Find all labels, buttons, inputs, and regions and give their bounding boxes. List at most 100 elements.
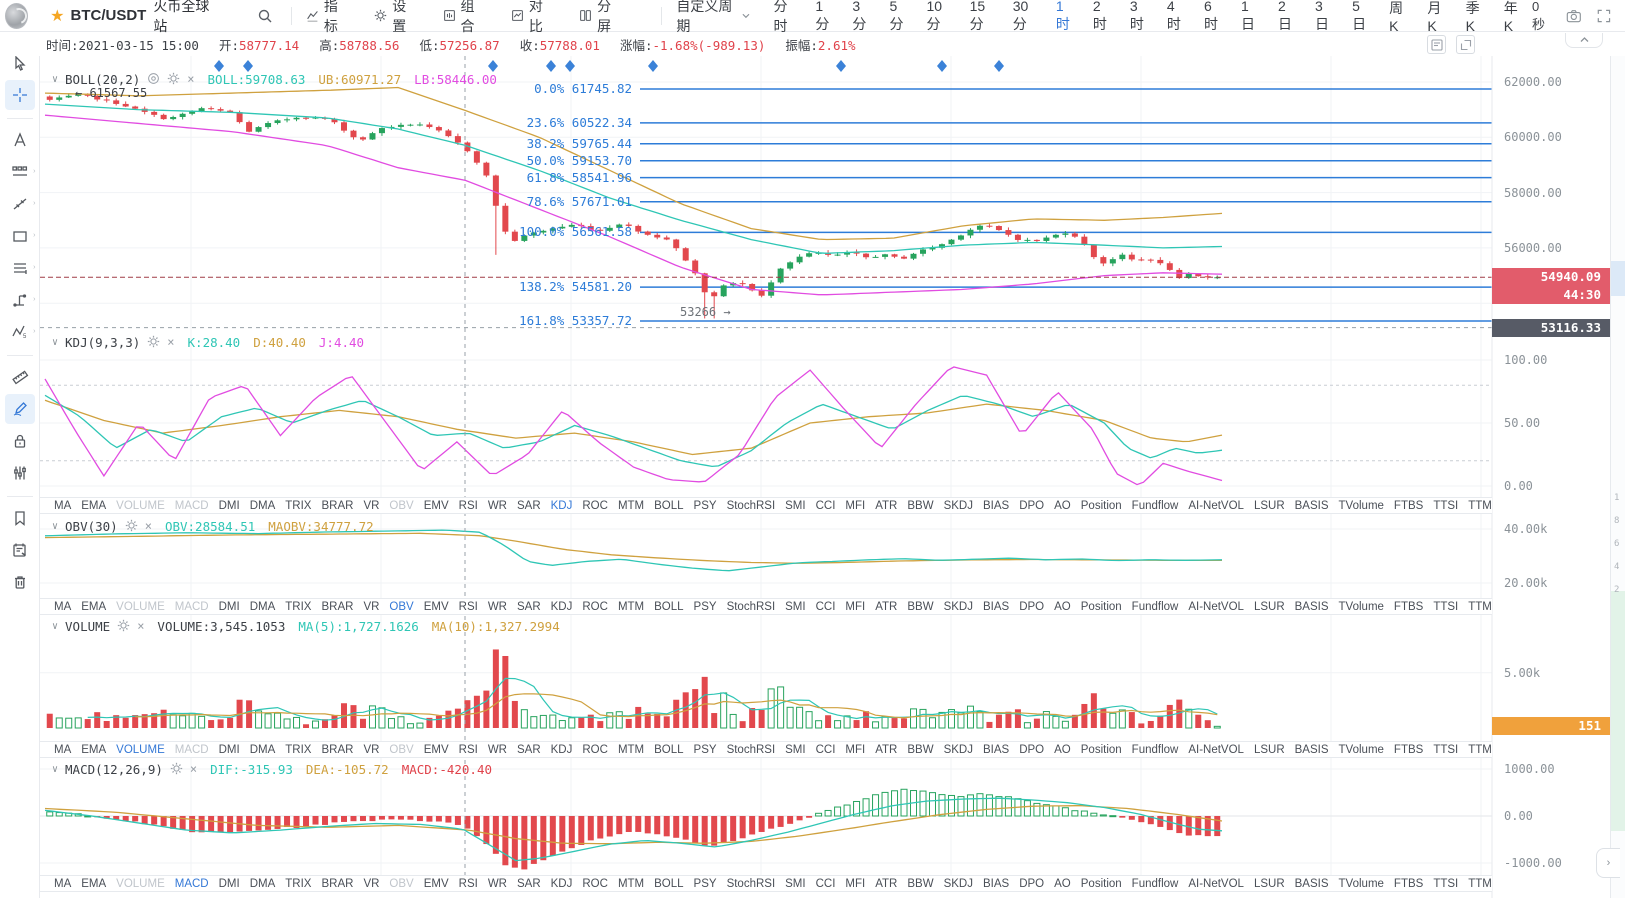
tab-psy[interactable]: PSY — [693, 877, 717, 890]
settings-button[interactable]: 设置 — [374, 0, 416, 36]
period-分时[interactable]: 分时 — [773, 0, 788, 34]
tab-wr[interactable]: WR — [487, 743, 507, 756]
tab-cci[interactable]: CCI — [815, 877, 836, 890]
tab-tvolume[interactable]: TVolume — [1338, 877, 1384, 890]
tab-dpo[interactable]: DPO — [1019, 743, 1045, 756]
text-tool-icon[interactable] — [5, 125, 35, 155]
tab-mfi[interactable]: MFI — [845, 600, 866, 613]
tab-emv[interactable]: EMV — [423, 877, 449, 890]
indicator-settings-gear-icon[interactable] — [117, 619, 130, 634]
crosshair-tool-icon[interactable] — [4, 80, 35, 110]
tab-lsur[interactable]: LSUR — [1253, 877, 1285, 890]
period-1分[interactable]: 1分 — [815, 0, 830, 32]
tab-rsi[interactable]: RSI — [458, 600, 478, 613]
tab-ttsi[interactable]: TTSI — [1433, 600, 1459, 613]
period-年K[interactable]: 年K — [1503, 0, 1518, 34]
indicator-close-icon[interactable]: × — [189, 762, 198, 776]
tab-ftbs[interactable]: FTBS — [1393, 743, 1424, 756]
tab-mtm[interactable]: MTM — [617, 743, 645, 756]
camera-icon[interactable] — [1566, 8, 1582, 24]
tab-bias[interactable]: BIAS — [982, 743, 1010, 756]
indicator-settings-gear-icon[interactable] — [147, 335, 160, 350]
tab-volume[interactable]: VOLUME — [116, 743, 165, 756]
tab-boll[interactable]: BOLL — [654, 600, 684, 613]
tab-smi[interactable]: SMI — [785, 743, 806, 756]
tab-ttmu[interactable]: TTMU — [1468, 743, 1492, 756]
tab-cci[interactable]: CCI — [815, 743, 836, 756]
tab-ai-netvol[interactable]: AI-NetVOL — [1188, 877, 1244, 890]
tab-boll[interactable]: BOLL — [654, 743, 684, 756]
portfolio-button[interactable]: 组合 — [443, 0, 485, 36]
tab-roc[interactable]: ROC — [582, 877, 608, 890]
tab-atr[interactable]: ATR — [875, 743, 898, 756]
tab-psy[interactable]: PSY — [693, 499, 717, 512]
period-3时[interactable]: 3时 — [1129, 0, 1144, 32]
tab-ttmu[interactable]: TTMU — [1468, 499, 1492, 512]
tab-mfi[interactable]: MFI — [845, 743, 866, 756]
tab-dmi[interactable]: DMI — [218, 600, 240, 613]
tab-ma[interactable]: MA — [54, 877, 72, 890]
tab-ftbs[interactable]: FTBS — [1393, 600, 1424, 613]
tab-atr[interactable]: ATR — [875, 499, 898, 512]
tab-trix[interactable]: TRIX — [285, 600, 312, 613]
tab-bbw[interactable]: BBW — [907, 877, 934, 890]
tab-cci[interactable]: CCI — [815, 600, 836, 613]
tab-brar[interactable]: BRAR — [321, 600, 354, 613]
tab-rsi[interactable]: RSI — [458, 499, 478, 512]
tab-rsi[interactable]: RSI — [458, 743, 478, 756]
tab-obv[interactable]: OBV — [389, 600, 414, 613]
expand-panel-button[interactable]: › — [1596, 848, 1620, 878]
tab-sar[interactable]: SAR — [516, 743, 541, 756]
tab-tvolume[interactable]: TVolume — [1338, 743, 1384, 756]
elliott-wave-tool-icon[interactable]: 5 › — [5, 317, 36, 347]
collapse-chevron-icon[interactable]: ∨ — [52, 520, 59, 532]
tab-skdj[interactable]: SKDJ — [943, 743, 973, 756]
ruler-tool-icon[interactable] — [5, 362, 35, 392]
tab-skdj[interactable]: SKDJ — [943, 600, 973, 613]
tab-stochrsi[interactable]: StochRSI — [726, 877, 776, 890]
tab-kdj[interactable]: KDJ — [550, 499, 573, 512]
period-周K[interactable]: 周K — [1389, 0, 1404, 34]
fullscreen-icon[interactable] — [1597, 8, 1611, 24]
tab-dma[interactable]: DMA — [249, 600, 276, 613]
tab-dma[interactable]: DMA — [249, 877, 276, 890]
rectangle-tool-icon[interactable]: › — [5, 221, 36, 251]
tab-brar[interactable]: BRAR — [321, 743, 354, 756]
tab-basis[interactable]: BASIS — [1294, 743, 1329, 756]
tab-mtm[interactable]: MTM — [617, 600, 645, 613]
period-6时[interactable]: 6时 — [1203, 0, 1218, 32]
tab-macd[interactable]: MACD — [174, 877, 209, 890]
search-icon[interactable] — [257, 8, 273, 24]
tab-trix[interactable]: TRIX — [285, 499, 312, 512]
tab-fundflow[interactable]: Fundflow — [1131, 499, 1179, 512]
tab-position[interactable]: Position — [1080, 600, 1122, 613]
bookmark-tool-icon[interactable] — [5, 503, 35, 533]
tab-roc[interactable]: ROC — [582, 499, 608, 512]
tab-smi[interactable]: SMI — [785, 499, 806, 512]
indicator-close-icon[interactable]: × — [144, 519, 152, 533]
tab-emv[interactable]: EMV — [423, 600, 449, 613]
tab-mfi[interactable]: MFI — [845, 499, 866, 512]
period-5分[interactable]: 5分 — [889, 0, 904, 32]
period-5日[interactable]: 5日 — [1352, 0, 1367, 32]
tab-dma[interactable]: DMA — [249, 743, 276, 756]
period-2日[interactable]: 2日 — [1278, 0, 1292, 32]
tab-psy[interactable]: PSY — [693, 600, 717, 613]
tab-basis[interactable]: BASIS — [1294, 499, 1329, 512]
tab-stochrsi[interactable]: StochRSI — [726, 600, 776, 613]
collapsed-side-panel[interactable]: 1 8 6 4 2 — [1610, 56, 1625, 898]
pointer-tool-icon[interactable] — [5, 48, 35, 78]
tab-sar[interactable]: SAR — [516, 499, 541, 512]
tab-wr[interactable]: WR — [487, 877, 507, 890]
tab-psy[interactable]: PSY — [693, 743, 717, 756]
period-季K[interactable]: 季K — [1465, 0, 1480, 34]
parallel-lines-tool-icon[interactable]: › — [5, 253, 36, 283]
tab-vr[interactable]: VR — [363, 743, 380, 756]
tab-smi[interactable]: SMI — [785, 877, 806, 890]
indicator-settings-gear-icon[interactable] — [125, 519, 138, 534]
period-1日[interactable]: 1日 — [1240, 0, 1255, 32]
period-15分[interactable]: 15分 — [969, 0, 986, 32]
tab-ema[interactable]: EMA — [81, 499, 107, 512]
tab-bbw[interactable]: BBW — [907, 600, 934, 613]
tab-ao[interactable]: AO — [1054, 743, 1071, 756]
